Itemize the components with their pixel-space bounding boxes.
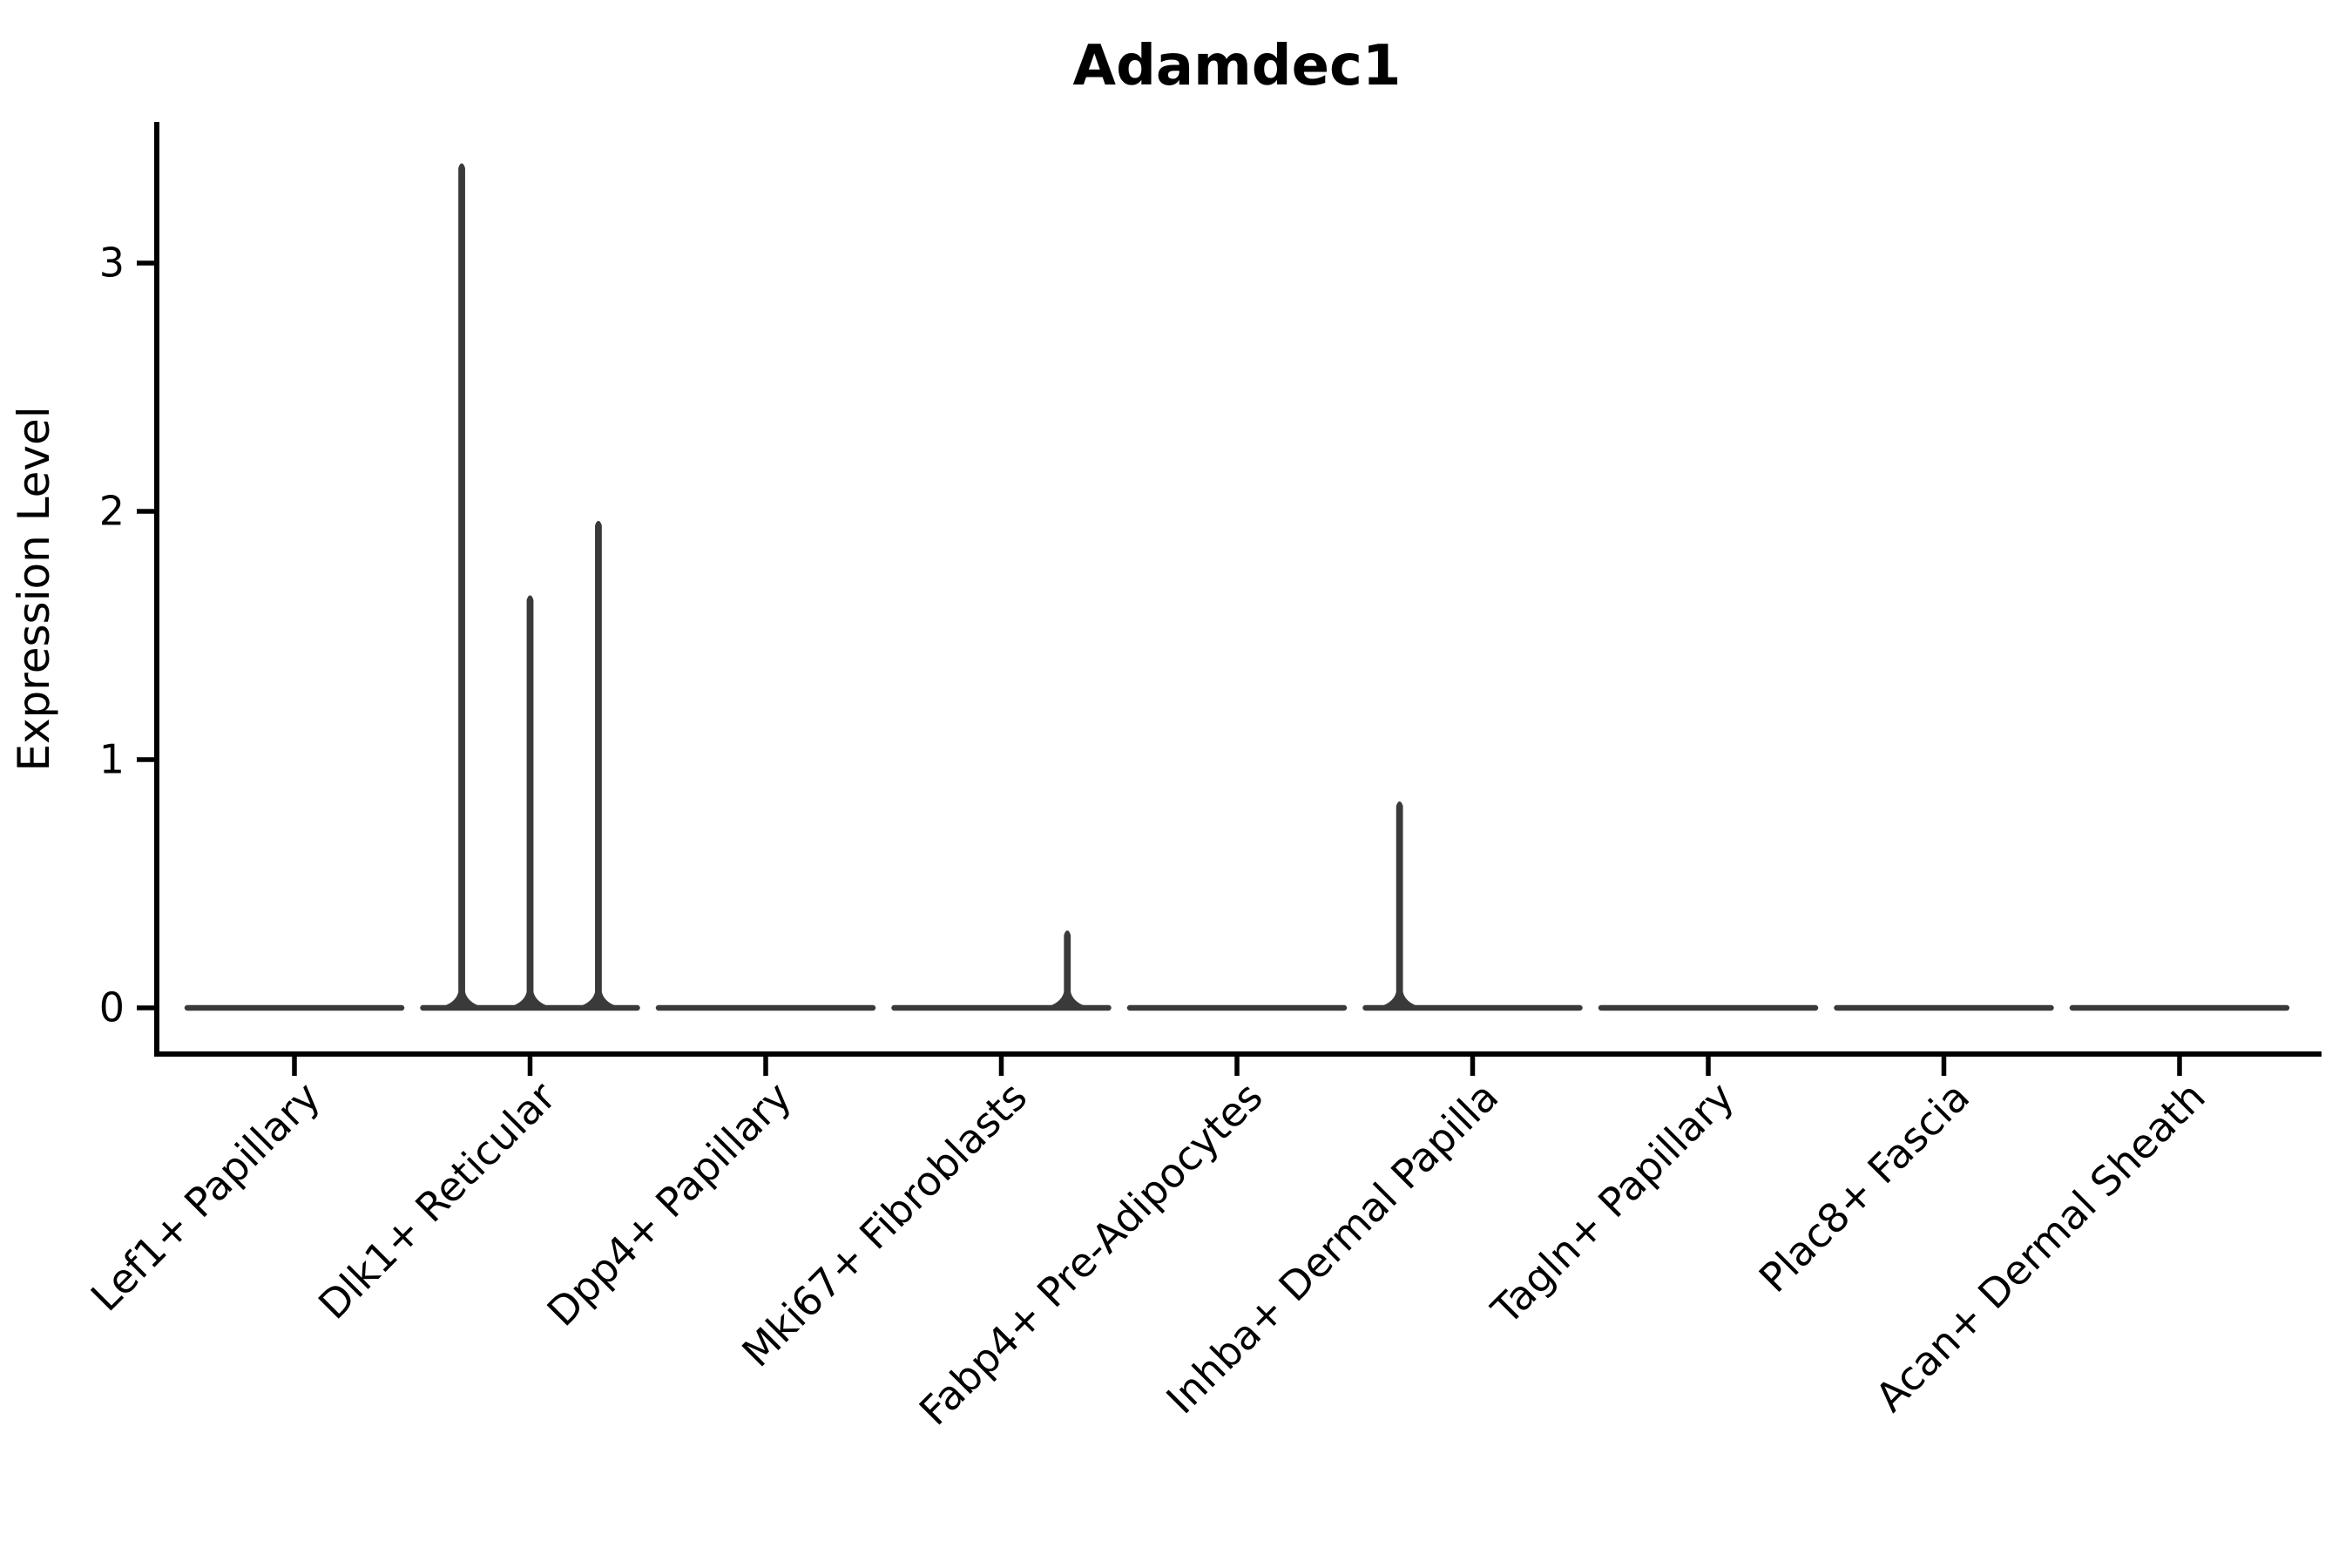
y-tick-label: 3 xyxy=(99,240,125,287)
y-tick-label: 0 xyxy=(99,984,125,1031)
y-axis-label: Expression Level xyxy=(9,406,59,771)
violin-spike xyxy=(440,163,484,1009)
violin-spike xyxy=(508,595,552,1009)
y-tick-label: 1 xyxy=(99,736,125,783)
violin-spike xyxy=(1045,930,1090,1009)
violin-spike xyxy=(1377,801,1422,1009)
chart-title: Adamdec1 xyxy=(1073,34,1402,98)
violin-spike xyxy=(576,520,620,1009)
y-tick-label: 2 xyxy=(99,488,125,535)
